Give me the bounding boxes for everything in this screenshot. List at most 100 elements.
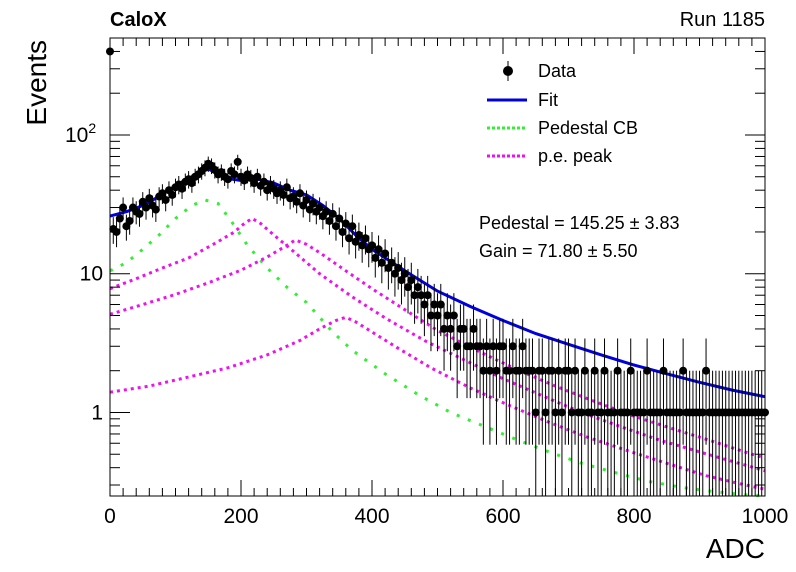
data-point [489,342,498,351]
legend-label: p.e. peak [538,146,613,166]
data-point [361,234,370,243]
data-point [466,342,475,351]
data-point [610,408,619,417]
data-point [443,311,452,320]
data-point [590,366,599,375]
data-point [315,203,324,212]
data-point [305,205,314,214]
data-point [499,342,507,351]
data-point [223,175,232,184]
data-point [479,366,488,375]
data-point [623,408,632,417]
data-point [151,205,160,214]
gain-label: Gain [479,241,517,261]
pedestal-label: Pedestal [479,213,549,233]
axes-layer: 0 200 400 600 800 1000 1 10 102 [65,37,789,528]
data-point [577,408,586,417]
data-point [407,276,416,285]
data-point [187,179,196,188]
data-point [115,214,124,223]
data-point [250,179,259,188]
data-point [505,366,514,375]
data-point [508,342,517,351]
data-point [423,291,432,300]
x-axis-title: ADC [706,533,765,564]
data-point [482,342,491,351]
gain-error: 5.50 [602,241,637,261]
pe-peak-curve-1 [109,216,766,473]
data-point [639,408,648,417]
data-point [554,366,563,375]
data-point [430,300,439,309]
data-point [515,366,524,375]
data-point [557,408,566,417]
data-point [135,209,144,218]
data-point [345,234,354,243]
data-point [548,366,557,375]
data-point [309,199,318,208]
data-point [381,249,390,258]
data-point [485,366,494,375]
data-point [328,209,337,218]
data-point [453,342,462,351]
data-point [404,283,413,292]
data-point [282,183,291,192]
data-point [698,408,707,417]
data-point [626,366,635,375]
data-point [476,342,485,351]
data-point [331,222,340,231]
data-layer [106,47,769,496]
data-point [240,176,249,185]
gain-result: Gain = 71.80 ± 5.50 [479,241,638,261]
data-point [158,189,167,198]
x-tick-label: 800 [616,505,651,528]
data-point [387,258,396,267]
gain-value: 71.80 [538,241,583,261]
data-point [145,194,154,203]
data-point [410,291,419,300]
x-tick-label: 200 [223,505,258,528]
data-point [335,214,344,223]
y-tick-label: 102 [65,120,96,147]
fit-results: Pedestal = 145.25 ± 3.83 Gain = 71.80 ± … [479,213,680,261]
data-point [341,219,350,228]
x-tick-label: 1000 [742,505,789,528]
data-point [587,408,596,417]
data-point [659,366,668,375]
data-point [374,245,383,254]
legend-data-marker [503,66,513,76]
data-point [279,190,288,199]
data-point [377,258,386,267]
data-point [394,263,403,272]
data-point [168,190,177,199]
legend-label: Pedestal CB [538,118,638,138]
data-point [531,408,540,417]
data-point [449,311,458,320]
data-point [368,241,376,250]
data-point [230,170,239,179]
data-point [702,366,711,375]
data-point [420,300,429,309]
x-tick-label: 0 [104,505,116,528]
data-point [541,408,550,417]
data-point [551,408,560,417]
data-point [469,324,478,333]
data-point [580,366,589,375]
data-point [571,366,580,375]
data-point [325,216,334,225]
data-point [528,366,537,375]
data-point [643,366,652,375]
data-point [178,184,187,193]
data-point [322,207,331,216]
fit-curve [109,167,766,399]
data-point [597,408,606,417]
data-point [119,203,128,212]
pedestal-result: Pedestal = 145.25 ± 3.83 [479,213,680,233]
data-point [600,366,609,375]
x-tick-label: 600 [485,505,520,528]
pedestal-error: 3.83 [645,213,680,233]
data-point [656,408,665,417]
experiment-label: CaloX [110,9,167,31]
data-point [679,366,688,375]
